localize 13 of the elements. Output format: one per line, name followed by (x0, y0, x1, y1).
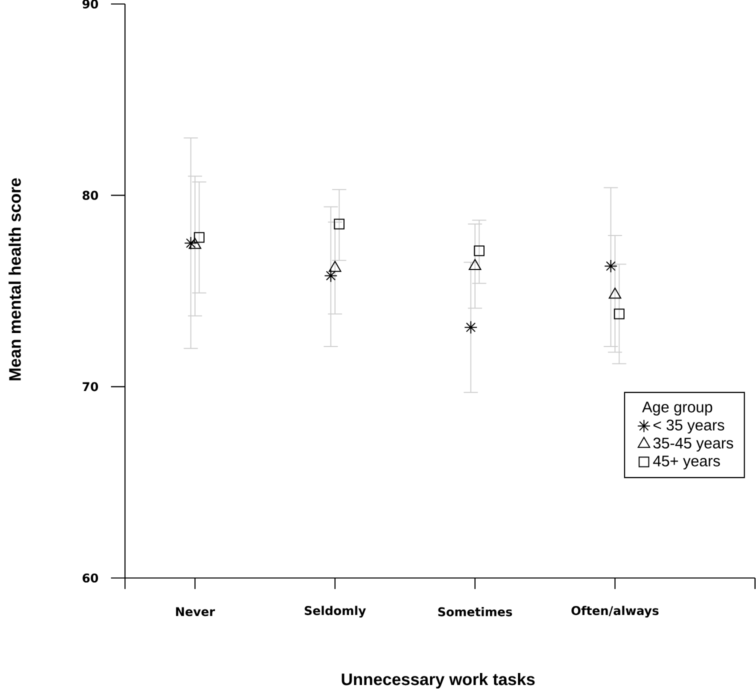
x-tick-label: Sometimes (438, 607, 512, 616)
y-tick-label: 60 (82, 573, 98, 583)
legend-label: 45+ years (653, 456, 720, 470)
x-tick-label: Often/always (572, 606, 659, 618)
legend-label: 35-45 years (653, 438, 734, 452)
y-tick-label: 80 (82, 190, 98, 200)
y-tick-label: 70 (82, 382, 98, 392)
x-tick-label: Seldomly (304, 606, 366, 618)
y-axis-title: Mean mental health score (8, 178, 21, 380)
x-tick-label: Never (176, 607, 215, 616)
legend-label: < 35 years (654, 420, 724, 434)
x-axis-title: Unnecessary work tasks (342, 672, 535, 689)
legend-title: Age group (642, 402, 712, 416)
